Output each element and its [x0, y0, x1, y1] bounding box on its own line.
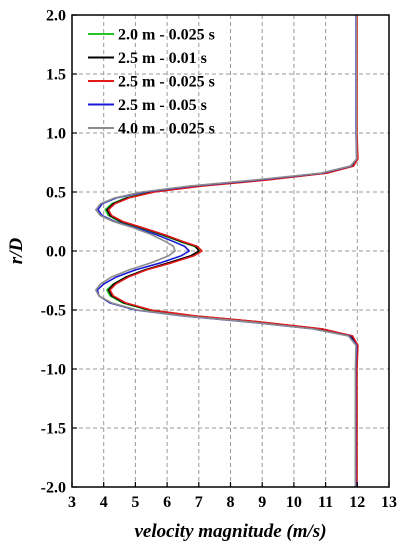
x-tick-label: 12: [349, 494, 365, 511]
y-tick-label: -0.5: [41, 303, 66, 320]
legend-item-2: 2.5 m - 0.01 s: [88, 50, 207, 67]
axis-ticks: 3 4 5 6 7 8 9 10 11 12 13 -2.0 -1.5 -1.0 -0.5 0.0 0.5 1.0…: [41, 8, 397, 512]
legend-label: 4.0 m - 0.025 s: [118, 121, 215, 138]
y-tick-label: 0.5: [46, 185, 66, 202]
y-tick-label: 2.0: [46, 8, 66, 25]
x-tick-label: 8: [227, 494, 235, 511]
legend-item-1: 2.0 m - 0.025 s: [88, 27, 215, 44]
y-tick-label: -1.0: [41, 362, 66, 379]
x-tick-label: 7: [195, 494, 203, 511]
legend-item-4: 2.5 m - 0.05 s: [88, 97, 207, 114]
y-tick-label: -1.5: [41, 421, 66, 438]
x-axis-title: velocity magnitude (m/s): [134, 521, 326, 542]
y-axis-title: r/D: [6, 238, 27, 265]
series-line-5: [94, 15, 358, 487]
x-tick-label: 9: [258, 494, 266, 511]
legend-item-5: 4.0 m - 0.025 s: [88, 121, 215, 138]
x-tick-label: 3: [68, 494, 76, 511]
x-tick-label: 6: [163, 494, 171, 511]
y-tick-label: 1.5: [46, 67, 66, 84]
legend-label: 2.5 m - 0.025 s: [118, 74, 215, 91]
legend-label: 2.5 m - 0.01 s: [118, 50, 207, 67]
legend: 2.0 m - 0.025 s 2.5 m - 0.01 s 2.5 m - 0.0…: [88, 27, 215, 138]
series-lines: [94, 15, 359, 487]
y-tick-label: -2.0: [41, 480, 66, 497]
y-tick-label: 1.0: [46, 126, 66, 143]
series-line-3: [107, 15, 359, 487]
y-tick-label: 0.0: [46, 244, 66, 261]
x-tick-label: 11: [318, 494, 333, 511]
legend-item-3: 2.5 m - 0.025 s: [88, 74, 215, 91]
x-tick-label: 5: [131, 494, 139, 511]
legend-label: 2.0 m - 0.025 s: [118, 27, 215, 44]
legend-label: 2.5 m - 0.05 s: [118, 97, 207, 114]
x-tick-label: 13: [381, 494, 397, 511]
x-tick-label: 4: [100, 494, 108, 511]
x-tick-label: 10: [286, 494, 302, 511]
